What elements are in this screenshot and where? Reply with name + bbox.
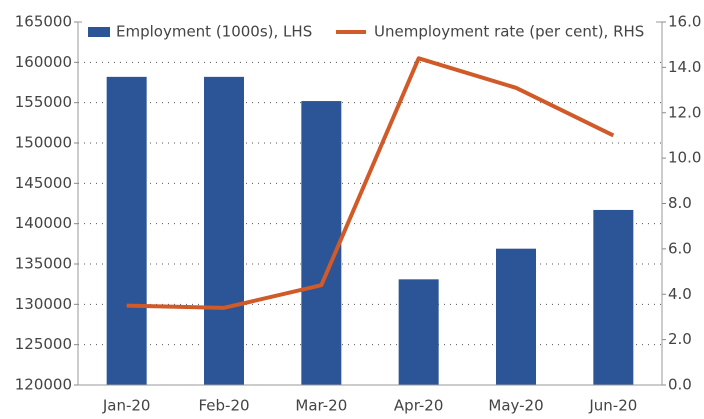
y2-tick-label: 4.0 (668, 285, 692, 303)
x-tick-label: May-20 (488, 397, 543, 415)
y2-tick-label: 10.0 (668, 149, 701, 167)
x-tick-label: Mar-20 (295, 397, 347, 415)
y2-tick-label: 6.0 (668, 239, 692, 257)
y2-tick-label: 14.0 (668, 58, 701, 76)
bar (301, 101, 342, 385)
y-tick-label: 130000 (15, 295, 72, 313)
y-tick-label: 150000 (15, 134, 72, 152)
bar (593, 209, 634, 385)
y-tick-label: 145000 (15, 174, 72, 192)
y-tick-label: 165000 (15, 13, 72, 31)
y-tick-label: 135000 (15, 255, 72, 273)
line (126, 56, 615, 310)
y2-tick-label: 8.0 (668, 194, 692, 212)
x-tick-label: Jan-20 (102, 397, 151, 415)
bar (496, 248, 536, 385)
bar (398, 279, 439, 385)
y2-tick-label: 16.0 (668, 13, 701, 31)
x-tick-label: Jun-20 (588, 397, 637, 415)
legend-label: Unemployment rate (per cent), RHS (374, 23, 644, 41)
y-tick-label: 140000 (15, 214, 72, 232)
y2-tick-label: 2.0 (668, 330, 692, 348)
bar (106, 76, 147, 385)
y2-tick-label: 0.0 (668, 376, 692, 394)
bar (204, 76, 244, 385)
y-tick-label: 160000 (15, 53, 72, 71)
y2-tick-label: 12.0 (668, 103, 701, 121)
x-tick-label: Apr-20 (394, 397, 444, 415)
legend-label: Employment (1000s), LHS (116, 23, 312, 41)
legend-swatch (88, 27, 110, 37)
plot-frame (77, 21, 663, 386)
y-tick-label: 155000 (15, 93, 72, 111)
y-tick-label: 125000 (15, 335, 72, 353)
y-tick-label: 120000 (15, 376, 72, 394)
legend (82, 16, 656, 46)
x-tick-label: Feb-20 (198, 397, 249, 415)
